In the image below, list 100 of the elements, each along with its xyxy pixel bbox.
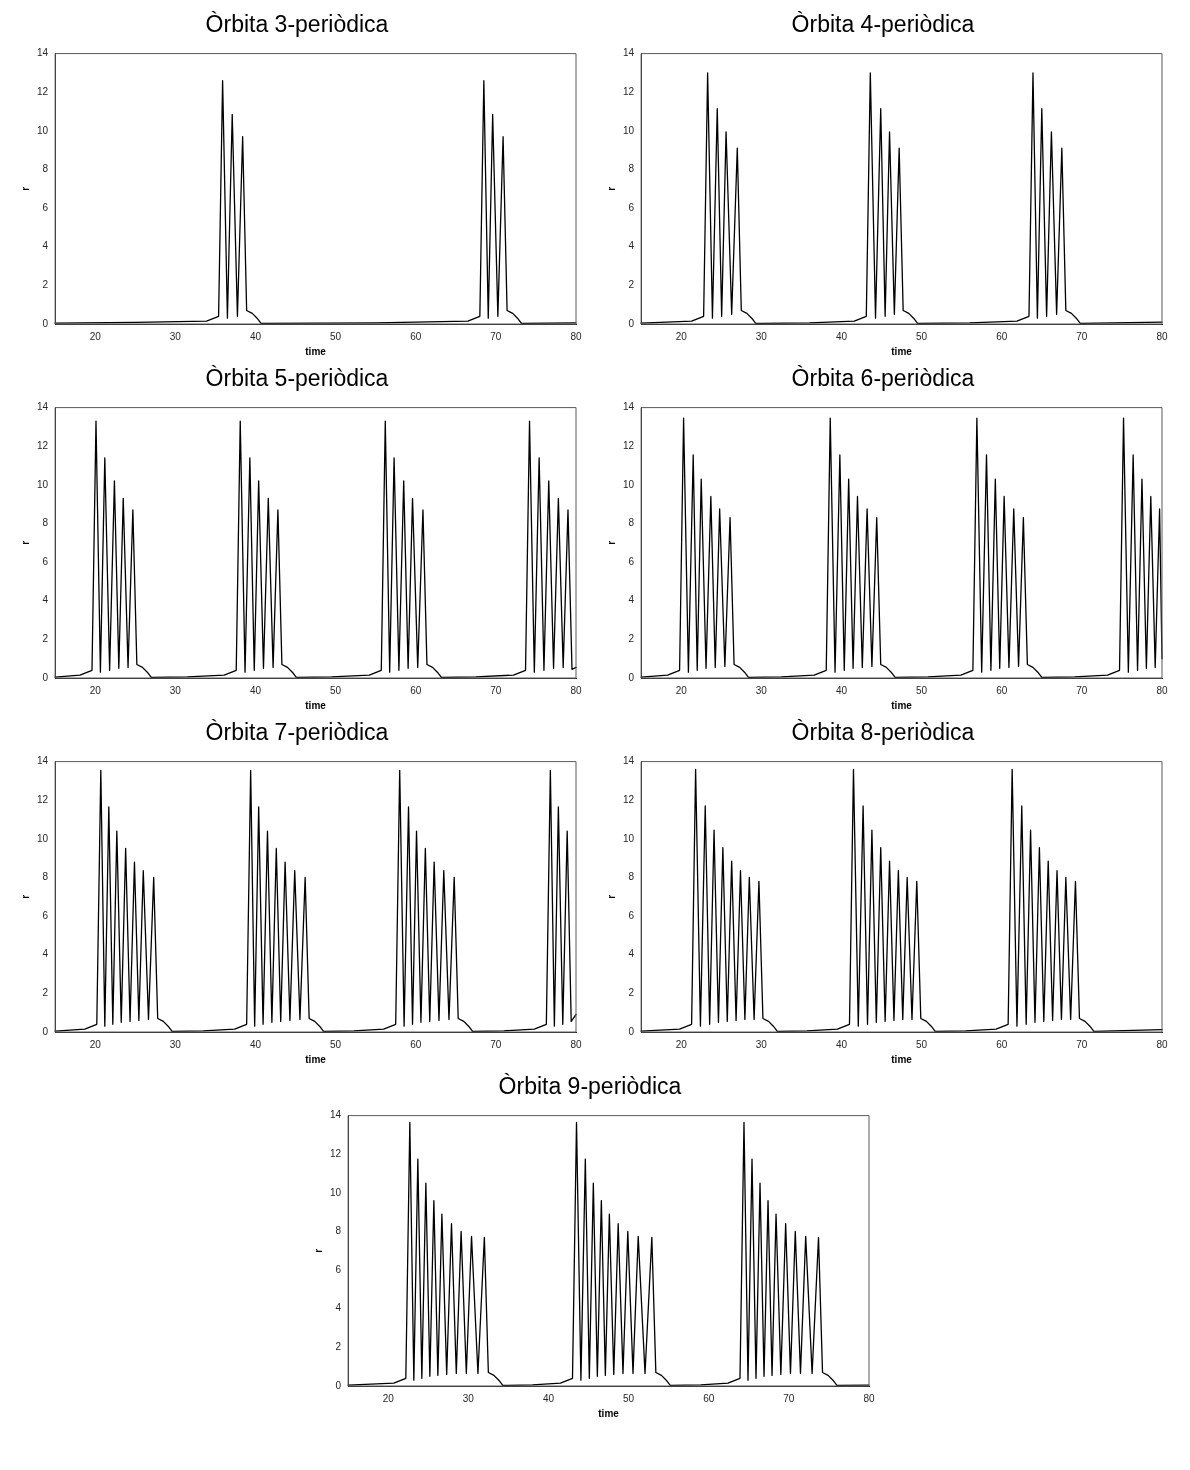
y-tick-label: 10 (330, 1186, 342, 1198)
x-tick-label: 30 (169, 330, 182, 342)
y-tick-label: 10 (37, 478, 49, 490)
y-tick-label: 0 (628, 317, 635, 329)
x-axis-title: time (305, 345, 327, 357)
y-tick-label: 6 (42, 555, 49, 567)
y-tick-label: 10 (37, 832, 49, 844)
y-tick-label: 6 (628, 909, 635, 921)
y-tick-label: 4 (42, 948, 49, 960)
x-tick-label: 50 (623, 1392, 635, 1404)
y-axis-title: r (312, 1248, 324, 1253)
x-tick-label: 50 (330, 1038, 342, 1050)
y-tick-label: 8 (42, 517, 49, 529)
x-tick-label: 30 (755, 1038, 768, 1050)
x-axis-title: time (598, 1407, 620, 1419)
x-tick-label: 20 (675, 1038, 688, 1050)
x-tick-label: 60 (410, 684, 422, 696)
x-tick-label: 20 (382, 1392, 395, 1404)
y-tick-label: 0 (628, 671, 635, 683)
y-axis-title: r (605, 540, 617, 545)
y-tick-label: 0 (42, 1025, 49, 1037)
chart-title: Òrbita 8-periòdica (791, 719, 975, 746)
x-tick-label: 40 (835, 684, 848, 696)
x-tick-label: 80 (570, 684, 582, 696)
chart-title: Òrbita 3-periòdica (205, 11, 389, 38)
x-tick-label: 20 (675, 684, 688, 696)
y-tick-label: 2 (42, 987, 49, 999)
y-tick-label: 14 (37, 47, 49, 59)
x-tick-label: 30 (169, 1038, 182, 1050)
x-tick-label: 60 (996, 330, 1008, 342)
x-tick-label: 70 (490, 684, 502, 696)
chart-title: Òrbita 5-periòdica (205, 365, 389, 392)
y-tick-label: 2 (628, 987, 635, 999)
x-tick-label: 40 (835, 330, 848, 342)
y-tick-label: 8 (628, 163, 635, 175)
x-tick-label: 80 (1156, 330, 1168, 342)
x-tick-label: 50 (916, 1038, 928, 1050)
y-tick-label: 10 (623, 478, 635, 490)
y-axis-title: r (605, 186, 617, 191)
y-tick-label: 2 (42, 633, 49, 645)
x-tick-label: 60 (410, 330, 422, 342)
y-tick-label: 4 (628, 594, 635, 606)
chart-title: Òrbita 6-periòdica (791, 365, 975, 392)
x-tick-label: 80 (1156, 1038, 1168, 1050)
y-tick-label: 6 (42, 201, 49, 213)
y-tick-label: 2 (628, 279, 635, 291)
x-tick-label: 50 (330, 330, 342, 342)
y-tick-label: 12 (37, 439, 49, 451)
y-tick-label: 14 (330, 1109, 342, 1121)
x-tick-label: 40 (249, 1038, 262, 1050)
x-axis-title: time (891, 699, 913, 711)
x-tick-label: 60 (996, 684, 1008, 696)
y-tick-label: 0 (628, 1025, 635, 1037)
x-tick-label: 60 (996, 1038, 1008, 1050)
y-tick-label: 10 (37, 124, 49, 136)
y-tick-label: 14 (623, 755, 635, 767)
y-tick-label: 12 (37, 85, 49, 97)
y-tick-label: 6 (335, 1263, 342, 1275)
x-tick-label: 80 (1156, 684, 1168, 696)
x-tick-label: 70 (783, 1392, 795, 1404)
y-tick-label: 4 (628, 948, 635, 960)
y-tick-label: 10 (623, 124, 635, 136)
x-tick-label: 30 (462, 1392, 475, 1404)
y-tick-label: 8 (42, 163, 49, 175)
y-tick-label: 6 (628, 201, 635, 213)
x-tick-label: 30 (755, 330, 768, 342)
y-tick-label: 4 (42, 594, 49, 606)
x-tick-label: 50 (330, 684, 342, 696)
x-tick-label: 70 (490, 330, 502, 342)
y-tick-label: 8 (628, 871, 635, 883)
y-tick-label: 2 (42, 279, 49, 291)
x-tick-label: 70 (1076, 1038, 1088, 1050)
y-tick-label: 0 (42, 671, 49, 683)
y-tick-label: 14 (623, 47, 635, 59)
x-tick-label: 40 (249, 330, 262, 342)
x-tick-label: 70 (490, 1038, 502, 1050)
chart-title: Òrbita 7-periòdica (205, 719, 389, 746)
y-tick-label: 8 (335, 1225, 342, 1237)
x-tick-label: 60 (410, 1038, 422, 1050)
y-tick-label: 10 (623, 832, 635, 844)
x-tick-label: 50 (916, 330, 928, 342)
y-tick-label: 12 (330, 1147, 342, 1159)
y-tick-label: 14 (37, 755, 49, 767)
x-tick-label: 20 (675, 330, 688, 342)
y-tick-label: 8 (628, 517, 635, 529)
y-axis-title: r (19, 186, 31, 191)
y-tick-label: 4 (335, 1302, 342, 1314)
chart-title: Òrbita 4-periòdica (791, 11, 975, 38)
y-tick-label: 6 (628, 555, 635, 567)
y-axis-title: r (19, 894, 31, 899)
x-axis-title: time (891, 345, 913, 357)
x-tick-label: 60 (703, 1392, 715, 1404)
x-tick-label: 20 (89, 1038, 102, 1050)
y-tick-label: 12 (37, 793, 49, 805)
x-tick-label: 80 (570, 1038, 582, 1050)
y-tick-label: 14 (37, 401, 49, 413)
y-tick-label: 2 (628, 633, 635, 645)
y-tick-label: 6 (42, 909, 49, 921)
x-tick-label: 80 (863, 1392, 875, 1404)
y-tick-label: 8 (42, 871, 49, 883)
